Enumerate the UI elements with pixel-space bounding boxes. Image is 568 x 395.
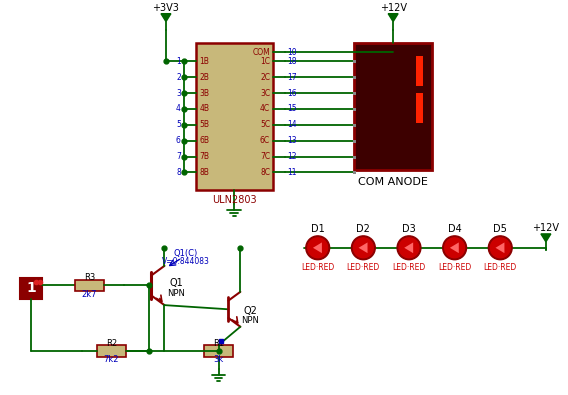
- Text: 13: 13: [287, 136, 296, 145]
- Polygon shape: [313, 243, 322, 253]
- Text: 4C: 4C: [260, 104, 270, 113]
- Text: LED·RED: LED·RED: [346, 263, 380, 272]
- Circle shape: [442, 236, 466, 260]
- Text: LED·RED: LED·RED: [301, 263, 335, 272]
- Text: 17: 17: [287, 73, 296, 82]
- Text: COM ANODE: COM ANODE: [358, 177, 428, 187]
- Text: V=0.844083: V=0.844083: [162, 258, 210, 266]
- Circle shape: [397, 236, 421, 260]
- Text: LED·RED: LED·RED: [483, 263, 517, 272]
- Text: 4B: 4B: [200, 104, 210, 113]
- Text: 5: 5: [176, 120, 181, 129]
- Text: 1: 1: [176, 57, 181, 66]
- Text: 5B: 5B: [200, 120, 210, 129]
- Circle shape: [399, 238, 419, 258]
- Circle shape: [421, 158, 428, 165]
- Text: 3: 3: [176, 88, 181, 98]
- Polygon shape: [161, 14, 171, 22]
- Bar: [353, 92, 356, 95]
- Circle shape: [306, 236, 329, 260]
- Text: 7C: 7C: [260, 152, 270, 161]
- Circle shape: [352, 236, 375, 260]
- Text: 14: 14: [287, 120, 296, 129]
- Text: 6C: 6C: [260, 136, 270, 145]
- Text: 3B: 3B: [200, 88, 210, 98]
- Bar: [416, 93, 423, 123]
- Text: 6B: 6B: [200, 136, 210, 145]
- Polygon shape: [541, 234, 551, 242]
- Text: R1: R1: [213, 339, 224, 348]
- Text: R3: R3: [84, 273, 95, 282]
- Bar: [353, 60, 356, 63]
- Text: 2C: 2C: [260, 73, 270, 82]
- Text: 1B: 1B: [200, 57, 210, 66]
- Text: R2: R2: [106, 339, 117, 348]
- Text: 12: 12: [287, 152, 296, 161]
- Text: 5C: 5C: [260, 120, 270, 129]
- Text: +3V3: +3V3: [153, 3, 179, 13]
- Text: Q1: Q1: [169, 278, 183, 288]
- Text: LED·RED: LED·RED: [392, 263, 425, 272]
- Text: D3: D3: [402, 224, 416, 234]
- Text: 6: 6: [176, 136, 181, 145]
- Text: 1C: 1C: [260, 57, 270, 66]
- Bar: [97, 345, 126, 357]
- Text: 7: 7: [176, 152, 181, 161]
- Text: 8B: 8B: [200, 168, 210, 177]
- Text: 7B: 7B: [200, 152, 210, 161]
- Text: 1: 1: [26, 282, 36, 295]
- Bar: [353, 140, 356, 143]
- Polygon shape: [495, 243, 504, 253]
- Bar: [353, 171, 356, 174]
- Text: Q1(C): Q1(C): [174, 249, 198, 258]
- Text: 7k2: 7k2: [103, 356, 119, 364]
- Bar: [416, 56, 423, 86]
- Text: ULN2803: ULN2803: [212, 195, 257, 205]
- Text: D1: D1: [311, 224, 324, 234]
- Polygon shape: [388, 14, 398, 22]
- Text: 2k7: 2k7: [82, 290, 97, 299]
- Text: COM: COM: [252, 48, 270, 57]
- Polygon shape: [450, 243, 459, 253]
- Polygon shape: [358, 243, 367, 253]
- Text: 15: 15: [287, 104, 296, 113]
- Text: 8: 8: [176, 168, 181, 177]
- Bar: [353, 124, 356, 127]
- Text: LED·RED: LED·RED: [438, 263, 471, 272]
- Circle shape: [445, 238, 465, 258]
- Text: D4: D4: [448, 224, 461, 234]
- Text: 18: 18: [287, 57, 296, 66]
- Text: 4: 4: [176, 104, 181, 113]
- Polygon shape: [404, 243, 413, 253]
- Bar: [353, 76, 356, 79]
- Text: 11: 11: [287, 168, 296, 177]
- Bar: [20, 278, 42, 299]
- Bar: [354, 43, 432, 170]
- Text: 2B: 2B: [200, 73, 210, 82]
- Circle shape: [353, 238, 373, 258]
- Circle shape: [490, 238, 510, 258]
- Bar: [74, 280, 105, 292]
- Text: NPN: NPN: [168, 289, 185, 298]
- Text: NPN: NPN: [241, 316, 259, 325]
- Bar: [353, 108, 356, 111]
- Circle shape: [488, 236, 512, 260]
- Text: 3k: 3k: [214, 356, 224, 364]
- Circle shape: [308, 238, 328, 258]
- Text: 16: 16: [287, 88, 296, 98]
- Bar: [196, 43, 273, 190]
- Text: 3C: 3C: [260, 88, 270, 98]
- Bar: [353, 156, 356, 158]
- Text: 10: 10: [287, 48, 296, 57]
- Text: 8C: 8C: [260, 168, 270, 177]
- Text: 2: 2: [176, 73, 181, 82]
- Text: D5: D5: [494, 224, 507, 234]
- Text: D2: D2: [357, 224, 370, 234]
- Bar: [204, 345, 233, 357]
- Text: +12V: +12V: [379, 3, 407, 13]
- Text: Q2: Q2: [243, 306, 257, 316]
- Text: +12V: +12V: [532, 223, 559, 233]
